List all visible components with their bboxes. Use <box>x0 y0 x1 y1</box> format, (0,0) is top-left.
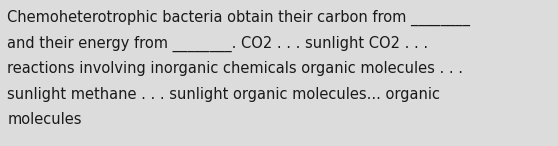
Text: molecules: molecules <box>7 112 82 127</box>
Text: Chemoheterotrophic bacteria obtain their carbon from ________: Chemoheterotrophic bacteria obtain their… <box>7 10 470 26</box>
Text: and their energy from ________. CO2 . . . sunlight CO2 . . .: and their energy from ________. CO2 . . … <box>7 36 429 52</box>
Text: reactions involving inorganic chemicals organic molecules . . .: reactions involving inorganic chemicals … <box>7 61 463 76</box>
Text: sunlight methane . . . sunlight organic molecules... organic: sunlight methane . . . sunlight organic … <box>7 87 440 102</box>
